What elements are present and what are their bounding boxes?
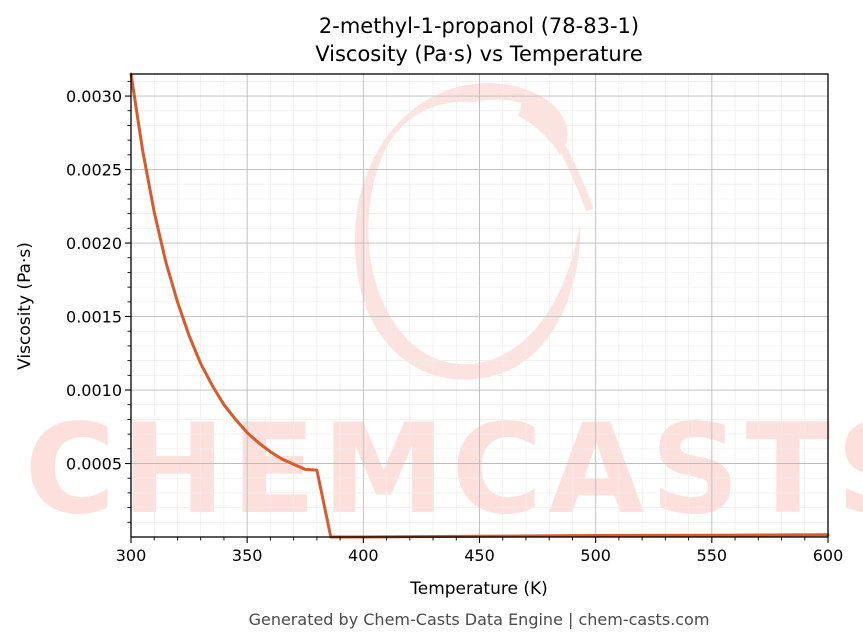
x-tick-label: 600 bbox=[813, 546, 844, 565]
x-tick-label: 550 bbox=[697, 546, 728, 565]
footer-credit: Generated by Chem-Casts Data Engine | ch… bbox=[249, 610, 710, 629]
chart-subtitle: Viscosity (Pa·s) vs Temperature bbox=[315, 42, 643, 66]
y-tick-label: 0.0005 bbox=[66, 455, 122, 474]
y-tick-label: 0.0010 bbox=[66, 381, 122, 400]
watermark: CHEMCASTS bbox=[24, 83, 863, 542]
y-axis-ticks: 0.0005 0.0010 0.0015 0.0020 0.0025 0.0030 bbox=[66, 80, 131, 523]
y-axis-label: Viscosity (Pa·s) bbox=[15, 242, 35, 370]
y-tick-label: 0.0030 bbox=[66, 87, 122, 106]
x-tick-label: 400 bbox=[348, 546, 379, 565]
x-axis-ticks: 300 350 400 450 500 550 600 bbox=[116, 537, 844, 565]
x-tick-label: 450 bbox=[464, 546, 495, 565]
chart-title: 2-methyl-1-propanol (78-83-1) bbox=[319, 14, 639, 38]
x-tick-label: 350 bbox=[232, 546, 263, 565]
x-tick-label: 500 bbox=[580, 546, 611, 565]
x-tick-label: 300 bbox=[116, 546, 147, 565]
watermark-text: CHEMCASTS bbox=[24, 398, 863, 542]
y-tick-label: 0.0025 bbox=[66, 161, 122, 180]
y-tick-label: 0.0015 bbox=[66, 308, 122, 327]
watermark-swirl-logo bbox=[354, 83, 594, 380]
x-axis-label: Temperature (K) bbox=[409, 579, 548, 599]
y-tick-label: 0.0020 bbox=[66, 234, 122, 253]
